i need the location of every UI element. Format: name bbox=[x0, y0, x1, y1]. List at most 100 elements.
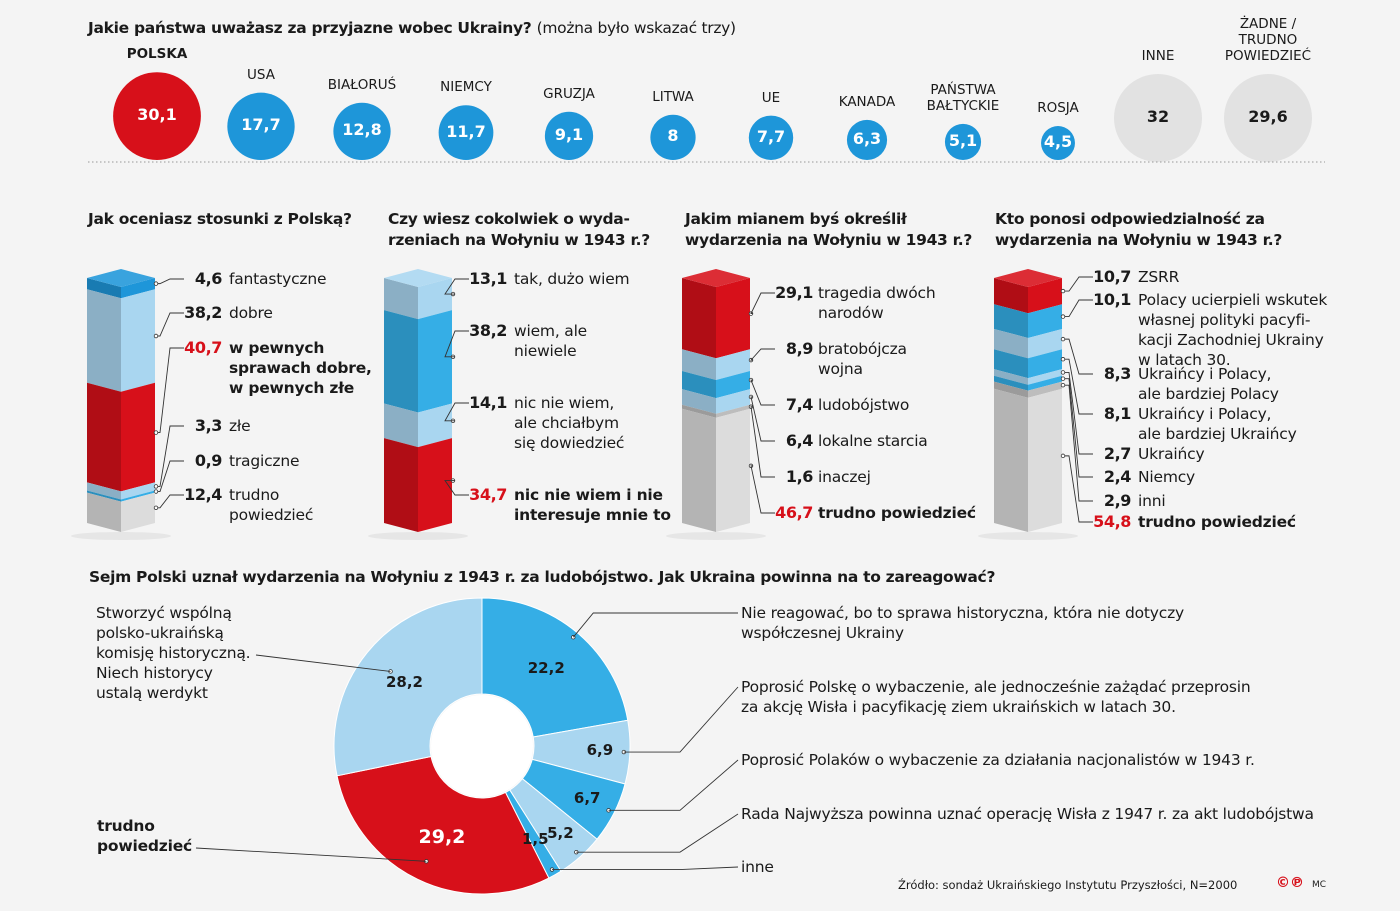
bubble-6 bbox=[748, 115, 794, 160]
bubble-1 bbox=[227, 92, 295, 160]
leader-line bbox=[195, 847, 427, 862]
bar-segment-right bbox=[1028, 388, 1062, 532]
bar-chart-title: rzeniach na Wołyniu w 1943 r.? bbox=[388, 231, 650, 249]
segment-label: się dowiedzieć bbox=[514, 434, 625, 452]
bar-segment-left bbox=[682, 349, 716, 381]
bar-chart-title: Jak oceniasz stosunki z Polską? bbox=[88, 210, 352, 228]
segment-label: wojna bbox=[818, 360, 863, 378]
bubble-value: 4,5 bbox=[1043, 132, 1073, 152]
segment-label: Ukraińcy i Polacy, bbox=[1138, 365, 1272, 383]
segment-label: Ukraińcy i Polacy, bbox=[1138, 405, 1272, 423]
bar-segment-right bbox=[1028, 375, 1062, 391]
bubble-label: PAŃSTWA bbox=[930, 81, 996, 98]
bar-top-cap bbox=[384, 269, 452, 287]
segment-value: 8,9 bbox=[785, 339, 814, 358]
bar-segment-left bbox=[994, 381, 1028, 398]
leader-line bbox=[158, 494, 184, 509]
leader-line bbox=[749, 348, 775, 361]
bubble-7 bbox=[846, 119, 888, 160]
slice-value: 6,9 bbox=[586, 741, 614, 759]
bar-segment-right bbox=[121, 289, 155, 392]
segment-value: 40,7 bbox=[184, 338, 222, 357]
bubble-label: NIEMCY bbox=[440, 79, 492, 96]
segment-value: 6,4 bbox=[785, 431, 814, 450]
bar-segment-left bbox=[994, 388, 1028, 532]
bubble-label: POLSKA bbox=[126, 46, 188, 63]
author-initials: MC bbox=[1312, 880, 1327, 890]
bar-segment-right bbox=[1028, 349, 1062, 379]
segment-label: inaczej bbox=[818, 468, 871, 486]
bubble-chart-title: Jakie państwa uważasz za przyjazne wobec… bbox=[88, 18, 736, 39]
bar-shadow bbox=[666, 532, 766, 540]
slice-label: komisję historyczną. bbox=[96, 644, 251, 662]
bar-segment-left bbox=[384, 278, 418, 320]
leader-line bbox=[1065, 384, 1093, 502]
leader-dot bbox=[153, 281, 159, 286]
leader-line bbox=[572, 612, 738, 638]
segment-value: 38,2 bbox=[184, 303, 222, 322]
bar-segment-right bbox=[716, 278, 750, 359]
bar-segment-right bbox=[121, 490, 155, 502]
bar-chart-title: Jakim mianem byś określił bbox=[685, 210, 907, 228]
bubble-4 bbox=[544, 111, 594, 160]
segment-value: 8,1 bbox=[1103, 404, 1132, 423]
segment-label: ale chciałbym bbox=[514, 414, 619, 432]
bar-segment-right bbox=[121, 492, 155, 532]
bar-segment-right bbox=[418, 403, 452, 448]
segment-label: wiem, ale bbox=[514, 322, 588, 340]
segment-label: sprawach dobre, bbox=[229, 359, 372, 377]
segment-value: 54,8 bbox=[1093, 512, 1131, 531]
title-question: Jakie państwa uważasz za przyjazne wobec… bbox=[88, 19, 532, 37]
bubble-label: TRUDNO bbox=[1238, 32, 1298, 48]
slice-label: Nie reagować, bo to sprawa historyczna, … bbox=[741, 604, 1185, 622]
leader-line bbox=[158, 312, 184, 337]
bar-segment-left bbox=[994, 304, 1028, 338]
segment-label: inni bbox=[1138, 492, 1166, 510]
leader-dot bbox=[1060, 357, 1066, 362]
donut-slice bbox=[481, 597, 629, 738]
bar-segment-left bbox=[682, 389, 716, 414]
segment-value: 12,4 bbox=[184, 485, 222, 504]
segment-label: dobre bbox=[229, 304, 273, 322]
bar-segment-right bbox=[1028, 369, 1062, 385]
segment-value: 8,3 bbox=[1103, 364, 1132, 383]
leader-dot bbox=[1060, 336, 1066, 342]
bubble-10 bbox=[1114, 74, 1202, 162]
leader-line bbox=[552, 866, 739, 870]
bubble-value: 9,1 bbox=[554, 124, 584, 144]
segment-label: kacji Zachodniej Ukrainy bbox=[1138, 331, 1324, 349]
segment-value: 3,3 bbox=[194, 416, 223, 435]
segment-label: Niemcy bbox=[1138, 468, 1196, 486]
segment-value: 10,1 bbox=[1093, 290, 1131, 309]
segment-label: złe bbox=[229, 417, 251, 435]
bubble-value: 30,1 bbox=[137, 105, 177, 125]
bubble-8 bbox=[944, 123, 982, 160]
segment-label: tragiczne bbox=[229, 452, 300, 470]
segment-value: 14,1 bbox=[469, 393, 507, 412]
leader-dot bbox=[153, 333, 159, 339]
segment-label: fantastyczne bbox=[229, 270, 327, 288]
bubble-value: 8 bbox=[667, 126, 679, 146]
slice-label: powiedzieć bbox=[97, 837, 193, 855]
bubble-label: GRUZJA bbox=[543, 85, 595, 102]
bar-segment-left bbox=[384, 310, 418, 413]
segment-value: 2,4 bbox=[1103, 467, 1132, 486]
bubble-label: KANADA bbox=[838, 93, 896, 110]
leader-line bbox=[750, 292, 775, 315]
bar-chart-title: wydarzenia na Wołyniu w 1943 r.? bbox=[685, 231, 973, 249]
bar-segment-left bbox=[87, 278, 121, 299]
bar-segment-right bbox=[716, 404, 750, 418]
bar-top-cap bbox=[87, 269, 155, 287]
leader-dot bbox=[1060, 453, 1066, 459]
leader-dot bbox=[153, 489, 159, 494]
donut-hole bbox=[431, 695, 533, 797]
bar-segment-left bbox=[682, 404, 716, 418]
segment-label: bratobójcza bbox=[818, 340, 907, 358]
segment-value: 13,1 bbox=[469, 269, 507, 288]
source-note: Źródło: sondaż Ukraińskiego Instytutu Pr… bbox=[898, 878, 1238, 892]
slice-value: 5,2 bbox=[547, 824, 574, 843]
segment-label: Polacy ucierpieli wskutek bbox=[1138, 291, 1328, 309]
bar-segment-right bbox=[418, 438, 452, 532]
segment-label: w pewnych złe bbox=[229, 379, 355, 397]
